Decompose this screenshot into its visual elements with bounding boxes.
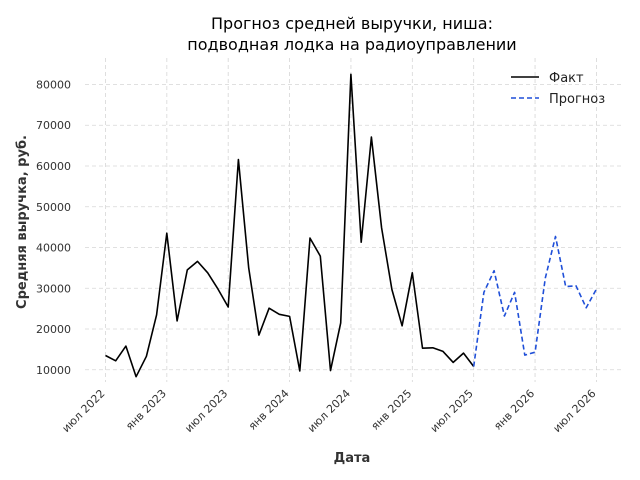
y-tick-label: 30000: [36, 282, 71, 295]
y-tick-labels: 10000 20000 30000 40000 50000 60000 70000 80000: [36, 78, 71, 376]
y-tick-label: 70000: [36, 119, 71, 132]
x-tick-label: июл 2023: [182, 387, 230, 435]
x-tick-label: янв 2023: [123, 387, 169, 433]
legend-label-fact: Факт: [549, 71, 584, 86]
legend-label-forecast: Прогноз: [549, 92, 605, 107]
chart-title-line2: подводная лодка на радиоуправлении: [187, 35, 516, 54]
x-tick-label: янв 2024: [246, 387, 292, 433]
x-tick-labels: июл 2022 янв 2023 июл 2023 янв 2024 июл 2024…: [60, 387, 599, 435]
y-tick-label: 40000: [36, 242, 71, 255]
y-tick-label: 20000: [36, 323, 71, 336]
y-tick-label: 10000: [36, 364, 71, 377]
x-tick-label: июл 2024: [305, 387, 353, 435]
x-tick-label: янв 2026: [491, 387, 537, 433]
series-line-forecast: [472, 235, 598, 367]
y-axis-label: Средняя выручка, руб.: [15, 135, 30, 309]
y-tick-label: 80000: [36, 78, 71, 91]
x-tick-label: янв 2025: [369, 387, 415, 433]
legend: Факт Прогноз: [511, 71, 605, 107]
x-tick-label: июл 2026: [551, 387, 599, 435]
y-tick-label: 60000: [36, 160, 71, 173]
x-axis-label: Дата: [334, 451, 371, 466]
x-tick-label: июл 2022: [60, 387, 108, 435]
series-lines: [105, 73, 598, 378]
x-tick-label: июл 2025: [428, 387, 476, 435]
chart-title-line1: Прогноз средней выручки, ниша:: [211, 14, 493, 33]
series-line-fact: [105, 73, 475, 378]
y-tick-label: 50000: [36, 201, 71, 214]
